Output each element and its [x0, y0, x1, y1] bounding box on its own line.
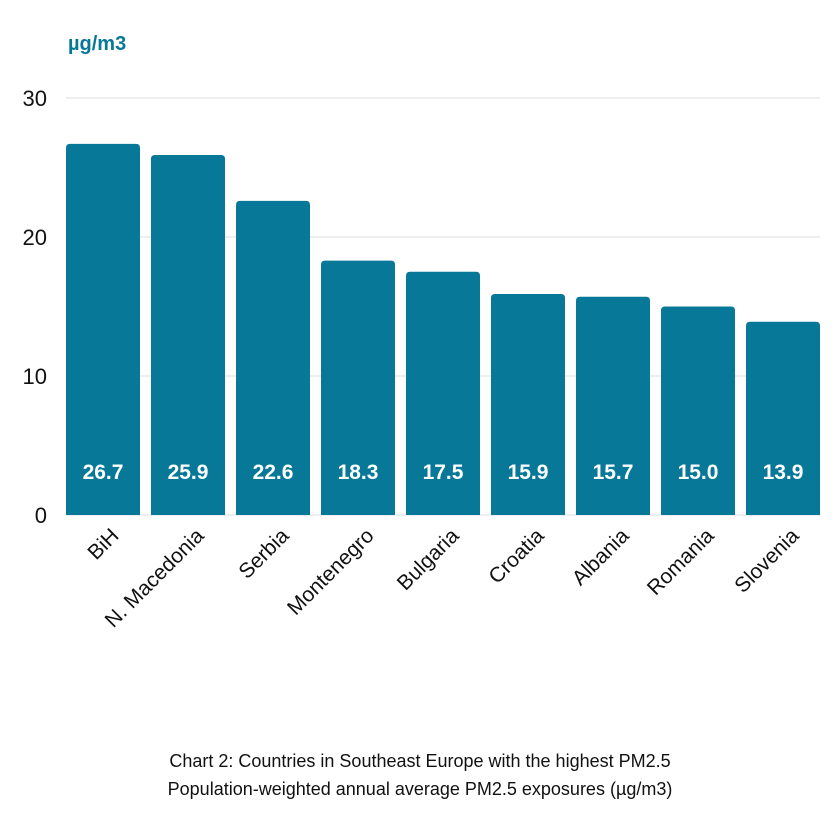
- bar: [321, 260, 395, 515]
- data-label: 22.6: [253, 461, 294, 484]
- y-tick-label: 0: [35, 503, 47, 528]
- bar: [66, 143, 140, 515]
- data-label: 13.9: [763, 461, 804, 484]
- data-label: 17.5: [423, 461, 464, 484]
- data-label: 15.9: [508, 461, 549, 484]
- x-tick-label: Romania: [643, 524, 719, 600]
- unit-label: µg/m3: [68, 33, 126, 55]
- x-tick-label: Croatia: [484, 524, 548, 588]
- x-tick-label: BiH: [83, 524, 123, 564]
- x-tick-label: Slovenia: [730, 524, 803, 597]
- caption-line-2: Population-weighted annual average PM2.5…: [167, 779, 673, 799]
- bar: [661, 306, 735, 515]
- y-tick-label: 20: [23, 225, 47, 250]
- bar: [491, 293, 565, 515]
- data-label: 25.9: [168, 461, 209, 484]
- bar: [236, 200, 310, 516]
- data-label: 15.7: [593, 461, 634, 484]
- caption-line-1: Chart 2: Countries in Southeast Europe w…: [169, 751, 671, 771]
- y-tick-label: 30: [23, 86, 47, 111]
- bar: [406, 271, 480, 515]
- bar: [151, 154, 225, 516]
- x-tick-label: Serbia: [234, 524, 293, 583]
- x-tick-label: Albania: [568, 524, 634, 590]
- bar: [576, 296, 650, 515]
- y-tick-label: 10: [23, 364, 47, 389]
- data-label: 26.7: [83, 461, 124, 484]
- data-label: 15.0: [678, 461, 719, 484]
- x-tick-label: Bulgaria: [393, 524, 464, 595]
- x-tick-label: Montenegro: [283, 524, 379, 620]
- data-label: 18.3: [338, 461, 379, 484]
- bar: [746, 321, 820, 515]
